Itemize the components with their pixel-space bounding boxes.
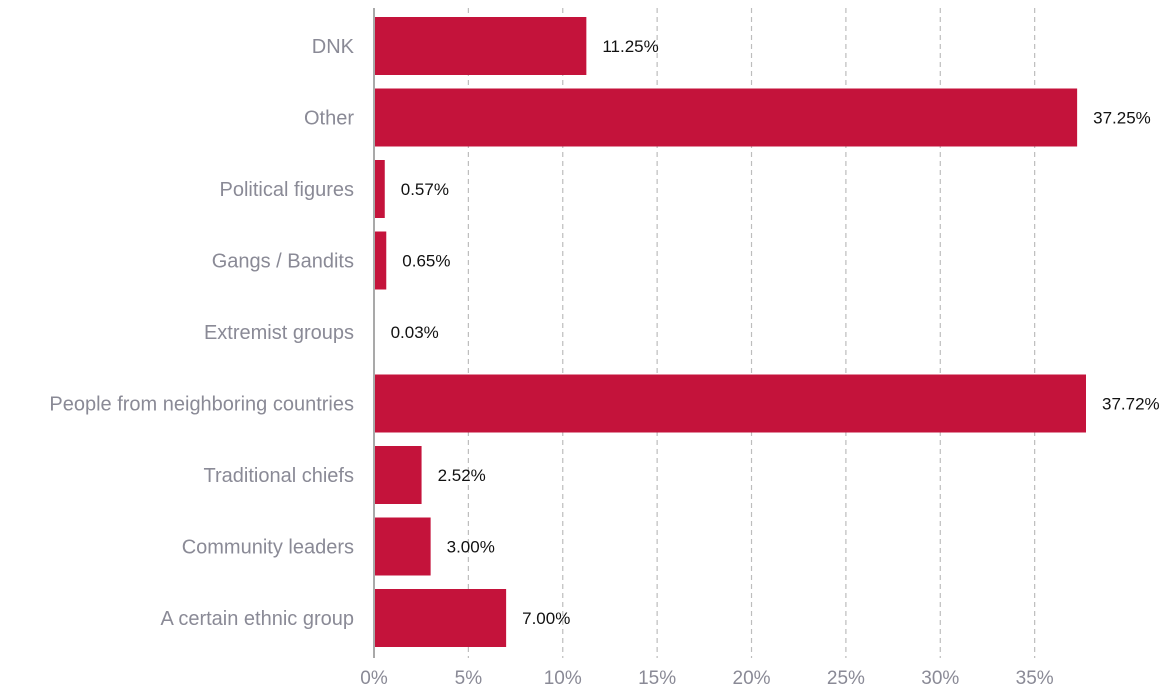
x-tick-label: 30% — [921, 668, 959, 689]
bar — [374, 88, 1078, 147]
category-label: Community leaders — [182, 537, 354, 559]
value-label: 2.52% — [438, 466, 486, 485]
x-tick-label: 35% — [1016, 668, 1054, 689]
bar — [374, 517, 431, 576]
category-label: People from neighboring countries — [49, 394, 354, 416]
labels-layer: 0% 5% 10% 15% 20% 25% 30% 35% DNK 11.25% Other 37.2… — [49, 36, 1159, 689]
value-label: 0.03% — [391, 323, 439, 342]
value-label: 37.72% — [1102, 395, 1160, 414]
category-label: Political figures — [219, 179, 354, 201]
category-label: DNK — [312, 36, 355, 58]
bar — [374, 160, 385, 218]
category-label: Extremist groups — [204, 322, 354, 344]
value-label: 3.00% — [447, 538, 495, 557]
x-tick-label: 5% — [455, 668, 483, 689]
x-tick-label: 25% — [827, 668, 865, 689]
value-label: 0.65% — [402, 252, 450, 271]
bar — [374, 589, 507, 647]
category-label: A certain ethnic group — [161, 608, 354, 630]
x-tick-label: 0% — [360, 668, 388, 689]
x-tick-label: 20% — [733, 668, 771, 689]
value-label: 37.25% — [1093, 109, 1151, 128]
x-tick-label: 10% — [544, 668, 582, 689]
bar — [374, 231, 387, 290]
x-tick-label: 15% — [638, 668, 676, 689]
value-label: 0.57% — [401, 180, 449, 199]
bars-layer — [374, 17, 1086, 647]
value-label: 7.00% — [522, 609, 570, 628]
bar — [374, 446, 422, 504]
category-label: Other — [304, 108, 354, 130]
bar — [374, 374, 1086, 433]
bar — [374, 17, 587, 75]
value-label: 11.25% — [602, 37, 658, 56]
category-label: Gangs / Bandits — [212, 251, 354, 273]
category-label: Traditional chiefs — [204, 465, 354, 487]
